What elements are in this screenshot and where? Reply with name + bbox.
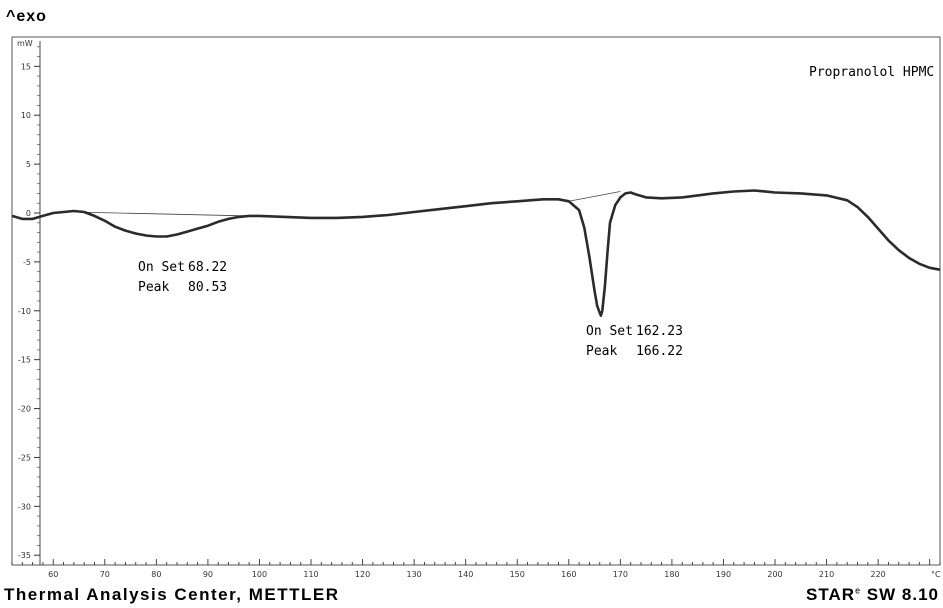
- y-tick-label: 15: [21, 62, 31, 71]
- y-tick-label: 0: [26, 209, 31, 218]
- y-tick-label: 5: [26, 160, 31, 169]
- x-tick-label: 170: [613, 570, 628, 579]
- footer-lab-name: Thermal Analysis Center, METTLER: [4, 585, 340, 604]
- baselines: [73, 191, 621, 217]
- legend-sample-name: Propranolol HPMC: [809, 65, 934, 80]
- x-tick-label: 70: [100, 570, 110, 579]
- annotation-peak-label-2: Peak: [586, 344, 617, 359]
- integration-baseline: [568, 191, 621, 202]
- y-tick-label: -5: [23, 258, 31, 267]
- annotation-peak-label-1: Peak: [138, 280, 169, 295]
- annotation-onset-value-1: 68.22: [188, 260, 227, 275]
- annotation-peak-2: On Set 162.23 Peak 166.22: [586, 324, 683, 359]
- plot-frame: [11, 36, 941, 566]
- y-tick-label: -10: [18, 307, 31, 316]
- x-tick-label: 160: [561, 570, 576, 579]
- y-tick-label: -30: [18, 502, 31, 511]
- x-tick-label: 130: [406, 570, 421, 579]
- annotation-peak-value-2: 166.22: [636, 344, 683, 359]
- x-tick-label: 200: [767, 570, 782, 579]
- annotation-onset-label-2: On Set: [586, 324, 633, 339]
- x-axis-ticks: 60 70 80 90 100 110 120 130 140 150 160 170 180 190 20…: [11, 559, 941, 579]
- x-tick-label: 220: [870, 570, 885, 579]
- x-tick-label: 190: [716, 570, 731, 579]
- x-tick-label: 80: [151, 570, 161, 579]
- y-tick-label: -15: [18, 356, 31, 365]
- software-version: SW 8.10: [861, 585, 939, 604]
- x-tick-label: 210: [819, 570, 834, 579]
- exo-direction-label: ^exo: [6, 8, 47, 25]
- y-tick-label: -25: [18, 453, 31, 462]
- dsc-curve: [11, 189, 941, 317]
- y-axis-ticks: 15 10 5 0 -5 -10 -15 -20 -25 -30 -35: [18, 41, 41, 565]
- x-tick-label: 110: [303, 570, 318, 579]
- x-tick-label: 150: [510, 570, 525, 579]
- annotation-peak-1: On Set 68.22 Peak 80.53: [138, 260, 227, 295]
- x-axis-unit-label: °C: [931, 570, 941, 579]
- x-tick-label: 180: [664, 570, 679, 579]
- x-tick-label: 120: [355, 570, 370, 579]
- software-name: STAR: [806, 585, 856, 604]
- x-tick-label: 90: [203, 570, 213, 579]
- integration-baseline: [73, 211, 250, 217]
- y-tick-label: 10: [21, 111, 31, 120]
- footer-software-version: STARe SW 8.10: [806, 585, 939, 605]
- annotation-onset-value-2: 162.23: [636, 324, 683, 339]
- x-tick-label: 60: [48, 570, 58, 579]
- software-superscript: e: [855, 585, 862, 596]
- y-tick-label: -20: [18, 405, 31, 414]
- x-tick-label: 100: [252, 570, 267, 579]
- annotation-onset-label-1: On Set: [138, 260, 185, 275]
- y-tick-label: -35: [18, 551, 31, 560]
- y-axis-unit-label: mW: [17, 39, 33, 48]
- x-tick-label: 140: [458, 570, 473, 579]
- annotation-peak-value-1: 80.53: [188, 280, 227, 295]
